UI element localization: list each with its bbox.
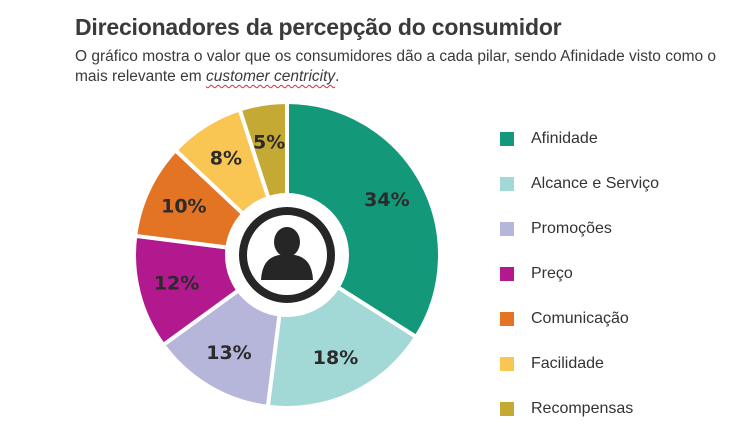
legend-item-promocoes: Promoções <box>500 206 659 251</box>
center-badge <box>225 193 349 317</box>
legend-item-facilidade: Facilidade <box>500 341 659 386</box>
subtitle-lead: O gráfico mostra o valor que os consumid… <box>75 48 717 85</box>
legend-swatch <box>500 401 514 416</box>
legend-swatch <box>500 221 514 236</box>
slice-label-preco: 12% <box>154 272 199 294</box>
legend-item-comunicacao: Comunicação <box>500 296 659 341</box>
slice-labels: 34% 18% 13% 12% 10% 8% 5% <box>154 131 410 369</box>
person-icon <box>261 227 313 280</box>
slice-label-recompensas: 5% <box>253 131 285 153</box>
donut-slices <box>132 100 442 410</box>
legend-label: Comunicação <box>531 309 629 327</box>
legend-item-alcance-servico: Alcance e Serviço <box>500 161 659 206</box>
chart-subtitle: O gráfico mostra o valor que os consumid… <box>75 47 745 87</box>
legend-item-afinidade: Afinidade <box>500 116 659 161</box>
legend-swatch <box>500 266 514 281</box>
legend-swatch <box>500 356 514 371</box>
legend-item-recompensas: Recompensas <box>500 386 659 431</box>
legend-label: Promoções <box>531 219 612 237</box>
legend: Afinidade Alcance e Serviço Promoções Pr… <box>500 116 659 431</box>
legend-label: Recompensas <box>531 399 634 417</box>
chart-title: Direcionadores da percepção do consumido… <box>75 14 562 40</box>
legend-label: Afinidade <box>531 129 598 147</box>
slice-label-promocoes: 13% <box>206 342 251 364</box>
slice-label-facilidade: 8% <box>210 148 242 170</box>
legend-swatch <box>500 176 514 191</box>
legend-swatch <box>500 131 514 146</box>
legend-item-preco: Preço <box>500 251 659 296</box>
legend-label: Facilidade <box>531 354 604 372</box>
subtitle-emphasis: customer centricity <box>205 68 336 85</box>
legend-swatch <box>500 311 514 326</box>
slice-label-afinidade: 34% <box>364 189 409 211</box>
center-ring <box>239 207 335 303</box>
slice-label-comunicacao: 10% <box>161 195 206 217</box>
legend-label: Preço <box>531 264 573 282</box>
slice-label-alcance-e-servico: 18% <box>313 347 358 369</box>
legend-label: Alcance e Serviço <box>531 174 660 192</box>
subtitle-end: . <box>335 68 340 85</box>
